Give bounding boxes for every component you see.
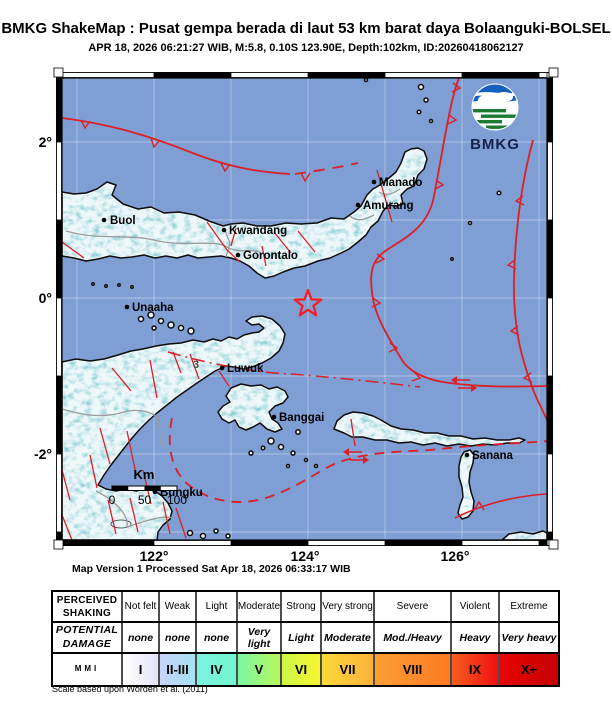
mmi-cell: VI	[282, 654, 322, 685]
mmi3-contour-label: 3	[193, 359, 199, 371]
scale-tick: 100	[167, 493, 187, 507]
north-islets	[91, 77, 502, 289]
mmi-cell: VIII	[375, 654, 452, 685]
epicenter-star-icon	[293, 288, 323, 317]
sangihe-trench-line	[370, 77, 548, 388]
mmi-cell: IV	[197, 654, 238, 685]
city-label: Banggai	[279, 412, 324, 424]
bmkg-logo: BMKG	[470, 83, 520, 153]
shaking-cell: Light	[197, 592, 238, 621]
y-tick-label: 0°	[39, 290, 52, 306]
south-islets	[186, 528, 231, 540]
scale-bar: Km 0 50 100	[109, 467, 188, 507]
city-markers: Buol Kwandang Gorontalo Manado Amurang U…	[101, 177, 514, 499]
city-label: Unaaha	[132, 302, 174, 314]
shakemap-map: 3 Buol Kwandang Gorontalo Manado Amurang…	[34, 67, 559, 575]
shaking-cell: Violent	[452, 592, 500, 621]
row-header: POTENTIAL DAMAGE	[53, 623, 123, 652]
southeast-trench-line	[454, 493, 548, 519]
x-tick-label: 124°	[291, 548, 320, 564]
mmi-cell: X+	[500, 654, 558, 685]
trench-teeth-icon	[371, 82, 462, 382]
damage-cell: Very light	[238, 623, 282, 652]
landmasses	[61, 77, 548, 541]
event-subtitle: APR 18, 2026 06:21:27 WIB, M:5.8, 0.10S …	[88, 42, 524, 54]
damage-cell: Light	[282, 623, 322, 652]
shaking-cell: Moderate	[238, 592, 282, 621]
row-header: PERCEIVED SHAKING	[53, 592, 123, 621]
trench-teeth-icon	[80, 119, 311, 183]
land-fault-segments	[61, 169, 393, 541]
fault-lines	[61, 77, 548, 541]
city-label: Gorontalo	[243, 250, 298, 262]
city-label: Sanana	[472, 450, 514, 462]
sorong-fault-line	[168, 417, 548, 503]
axis-labels: 2° 0° -2° 122° 124° 126°	[34, 134, 470, 564]
shaking-cell: Weak	[160, 592, 197, 621]
sanana-island	[457, 449, 475, 520]
perceived-shaking-row: PERCEIVED SHAKING Not felt Weak Light Mo…	[53, 592, 558, 623]
admin-boundary-lines	[61, 188, 401, 528]
x-tick-label: 122°	[140, 548, 169, 564]
mmi-cell: VII	[322, 654, 375, 685]
mmi-cell: IX	[452, 654, 500, 685]
row-header: MMI	[53, 654, 123, 685]
city-label: Luwuk	[227, 363, 264, 375]
y-tick-label: -2°	[34, 446, 52, 462]
taliabu-mangole-island	[333, 411, 526, 447]
damage-cell: none	[197, 623, 238, 652]
x-tick-label: 126°	[441, 548, 470, 564]
banggai-islets	[248, 429, 319, 469]
city-label: Manado	[379, 177, 422, 189]
map-caption: Map Version 1 Processed Sat Apr 18, 2026…	[72, 563, 351, 575]
map-frame	[53, 67, 559, 550]
damage-cell: Moderate	[322, 623, 375, 652]
bmkg-logo-label: BMKG	[470, 136, 520, 153]
damage-cell: none	[123, 623, 160, 652]
page-title: BMKG ShakeMap : Pusat gempa berada di la…	[1, 20, 611, 37]
city-label: Kwandang	[229, 225, 287, 237]
mmi-cell: II-III	[160, 654, 197, 685]
north-sulawesi-trench-line	[61, 117, 291, 175]
mmi-cell: V	[238, 654, 282, 685]
shaking-cell: Extreme	[500, 592, 558, 621]
damage-cell: none	[160, 623, 197, 652]
damage-cell: Very heavy	[500, 623, 558, 652]
togian-islets	[137, 311, 195, 335]
shaking-cell: Severe	[375, 592, 452, 621]
city-label: Buol	[110, 215, 136, 227]
lake	[110, 519, 132, 529]
mmi-row: MMI I II-III IV V VI VII VIII IX X+	[53, 654, 558, 685]
mmi3-contour-line	[167, 351, 421, 388]
north-sulawesi-arm	[61, 147, 428, 279]
shaking-cell: Strong	[282, 592, 322, 621]
trench-teeth-icon	[506, 195, 533, 383]
intensity-legend-table: PERCEIVED SHAKING Not felt Weak Light Mo…	[51, 590, 560, 687]
scale-tick: 50	[138, 493, 152, 507]
y-tick-label: 2°	[39, 134, 52, 150]
shaking-cell: Very strong	[322, 592, 375, 621]
scale-tick: 0	[109, 493, 116, 507]
mmi-cell: I	[123, 654, 160, 685]
damage-cell: Mod./Heavy	[375, 623, 452, 652]
city-label: Amurang	[363, 200, 413, 212]
scale-footnote: Scale based upon Worden et al. (2011)	[52, 684, 208, 694]
damage-cell: Heavy	[452, 623, 500, 652]
peleng-island	[217, 383, 289, 433]
shaking-cell: Not felt	[123, 592, 160, 621]
scale-bar-unit: Km	[134, 467, 155, 482]
potential-damage-row: POTENTIAL DAMAGE none none none Very lig…	[53, 623, 558, 654]
strike-slip-arrows-icon	[343, 376, 477, 464]
